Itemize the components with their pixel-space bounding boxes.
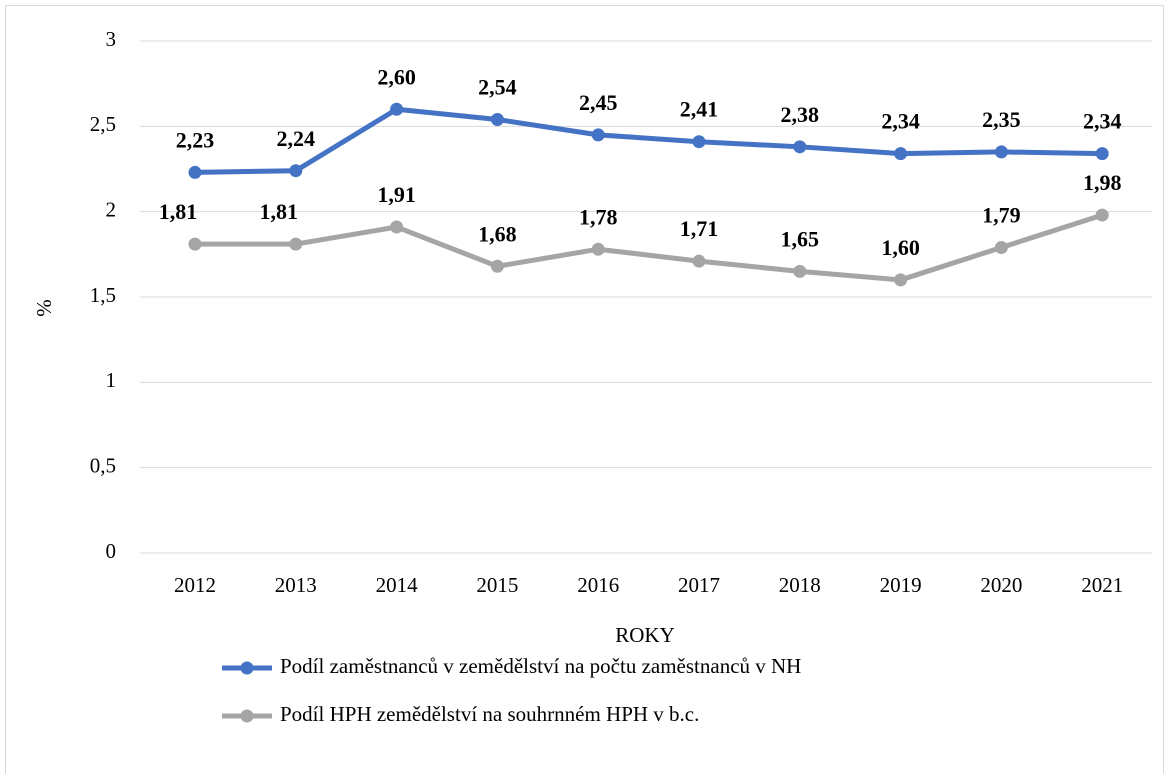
value-label: 2,24 [277, 126, 316, 151]
y-tick-label: 1,5 [90, 283, 116, 307]
x-tick-label: 2013 [275, 573, 317, 597]
point [1095, 208, 1109, 222]
series-line [195, 212, 1103, 283]
point [994, 145, 1008, 159]
value-label: 2,38 [781, 102, 820, 127]
value-label: 1,68 [478, 221, 517, 246]
x-tick-label: 2019 [880, 573, 922, 597]
y-tick-label: 2 [106, 197, 117, 221]
x-tick-label: 2015 [476, 573, 518, 597]
x-tick-label: 2016 [577, 573, 619, 597]
x-axis-label: ROKY [615, 623, 675, 647]
point [390, 220, 404, 234]
point [1095, 147, 1109, 161]
value-label: 2,54 [478, 75, 517, 100]
value-label: 1,98 [1083, 170, 1122, 195]
value-label: 2,34 [881, 109, 920, 134]
x-tick-label: 2012 [174, 573, 216, 597]
point [894, 147, 908, 161]
y-axis-label: % [32, 299, 56, 317]
value-label: 1,60 [881, 235, 920, 260]
value-label: 1,78 [579, 204, 618, 229]
chart-border [5, 5, 1164, 774]
point [188, 165, 202, 179]
value-label: 2,45 [579, 90, 618, 115]
value-label: 2,41 [680, 97, 719, 122]
point [591, 242, 605, 256]
value-label: 2,34 [1083, 109, 1122, 134]
value-label: 2,60 [377, 64, 416, 89]
series-line [194, 106, 1103, 175]
point [994, 241, 1008, 255]
point [188, 237, 202, 251]
value-label: 1,81 [159, 199, 198, 224]
value-label: 2,35 [982, 107, 1021, 132]
x-tick-label: 2017 [678, 573, 720, 597]
value-label: 1,81 [260, 199, 299, 224]
value-label: 1,91 [377, 182, 416, 207]
legend-marker [240, 661, 254, 675]
point [490, 113, 504, 127]
value-label: 1,71 [680, 216, 719, 241]
point [692, 254, 706, 268]
point [793, 264, 807, 278]
legend-label: Podíl HPH zemědělství na souhrnném HPH v… [280, 702, 699, 726]
x-tick-label: 2018 [779, 573, 821, 597]
y-tick-label: 2,5 [90, 112, 116, 136]
y-tick-label: 3 [106, 27, 117, 51]
y-tick-label: 0,5 [90, 453, 116, 477]
value-label: 1,65 [781, 226, 820, 251]
point [894, 273, 908, 287]
x-tick-label: 2021 [1081, 573, 1123, 597]
legend-label: Podíl zaměstnanců v zemědělství na počtu… [280, 654, 801, 678]
y-tick-label: 1 [106, 368, 117, 392]
point [793, 140, 807, 154]
point [289, 237, 303, 251]
x-tick-label: 2014 [376, 573, 419, 597]
value-label: 1,79 [982, 203, 1021, 228]
legend-marker [240, 709, 254, 723]
point [289, 164, 303, 178]
point [692, 135, 706, 149]
y-tick-label: 0 [106, 539, 117, 563]
point [490, 259, 504, 273]
point [390, 102, 404, 116]
x-tick-label: 2020 [980, 573, 1022, 597]
value-label: 2,23 [176, 127, 215, 152]
point [591, 128, 605, 142]
